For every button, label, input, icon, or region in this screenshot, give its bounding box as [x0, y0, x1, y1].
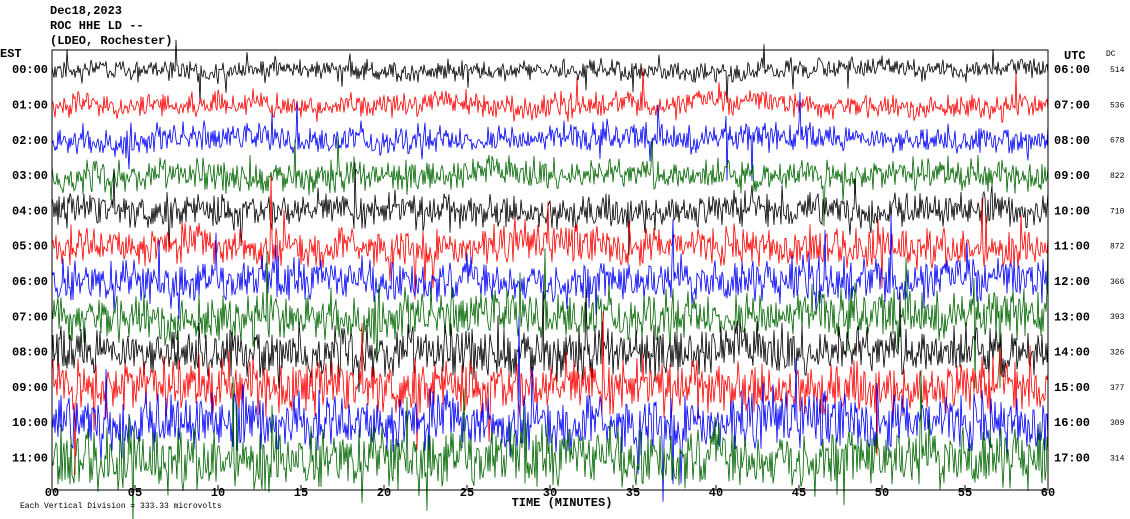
left-header: EST	[0, 47, 22, 61]
x-tick-label: 25	[460, 486, 474, 500]
trace	[51, 214, 1049, 320]
est-label: 04:00	[12, 204, 48, 218]
est-label: 03:00	[12, 169, 48, 183]
dc-header: DC	[1106, 50, 1116, 59]
title-line: ROC HHE LD --	[50, 19, 144, 33]
traces	[51, 39, 1049, 519]
trace	[51, 311, 1049, 476]
est-label: 05:00	[12, 240, 48, 254]
utc-label: 10:00	[1054, 204, 1090, 218]
dc-value: 314	[1110, 454, 1125, 463]
utc-label: 09:00	[1054, 169, 1090, 183]
utc-label: 14:00	[1054, 346, 1090, 360]
utc-label: 07:00	[1054, 98, 1090, 112]
trace	[51, 162, 1049, 256]
dc-value: 710	[1110, 207, 1125, 216]
est-label: 07:00	[12, 310, 48, 324]
trace	[51, 369, 1049, 519]
dc-value: 872	[1110, 243, 1125, 252]
est-label: 00:00	[12, 63, 48, 77]
right-header: UTC	[1064, 49, 1086, 63]
dc-value: 377	[1110, 384, 1125, 393]
x-tick-label: 15	[294, 486, 308, 500]
x-tick-label: 45	[792, 486, 806, 500]
x-tick-label: 55	[958, 486, 972, 500]
dc-value: 678	[1110, 137, 1125, 146]
est-label: 08:00	[12, 346, 48, 360]
trace	[51, 286, 1049, 393]
utc-label: 15:00	[1054, 381, 1090, 395]
utc-label: 06:00	[1054, 63, 1090, 77]
x-tick-label: 40	[709, 486, 723, 500]
footer: Each Vertical Division = 333.33 microvol…	[20, 502, 222, 511]
dc-value: 393	[1110, 313, 1125, 322]
title-line: (LDEO, Rochester)	[50, 34, 172, 48]
est-label: 10:00	[12, 416, 48, 430]
utc-label: 17:00	[1054, 451, 1090, 465]
trace	[51, 135, 1049, 227]
dc-value: 514	[1110, 66, 1125, 75]
x-tick-label: 50	[875, 486, 889, 500]
title-line: Dec18,2023	[50, 4, 122, 18]
utc-label: 11:00	[1054, 240, 1090, 254]
trace	[51, 175, 1049, 300]
x-tick-label: 35	[626, 486, 640, 500]
dc-value: 366	[1110, 278, 1125, 287]
utc-label: 12:00	[1054, 275, 1090, 289]
est-label: 02:00	[12, 134, 48, 148]
trace	[51, 237, 1049, 389]
x-tick-label: 30	[543, 486, 557, 500]
trace	[51, 39, 1049, 104]
utc-label: 08:00	[1054, 134, 1090, 148]
utc-label: 13:00	[1054, 310, 1090, 324]
x-axis-label: TIME (MINUTES)	[512, 496, 613, 510]
est-label: 11:00	[12, 451, 48, 465]
x-tick-label: 00	[45, 486, 59, 500]
dc-value: 326	[1110, 349, 1125, 358]
x-tick-label: 10	[211, 486, 225, 500]
x-tick-label: 20	[377, 486, 391, 500]
est-label: 01:00	[12, 98, 48, 112]
trace	[51, 316, 1049, 502]
dc-value: 536	[1110, 101, 1125, 110]
utc-label: 16:00	[1054, 416, 1090, 430]
trace	[51, 92, 1049, 181]
dc-value: 309	[1110, 419, 1125, 428]
est-label: 06:00	[12, 275, 48, 289]
x-tick-label: 60	[1041, 486, 1055, 500]
trace	[51, 67, 1049, 124]
dc-value: 822	[1110, 172, 1125, 181]
est-label: 09:00	[12, 381, 48, 395]
x-tick-label: 05	[128, 486, 142, 500]
